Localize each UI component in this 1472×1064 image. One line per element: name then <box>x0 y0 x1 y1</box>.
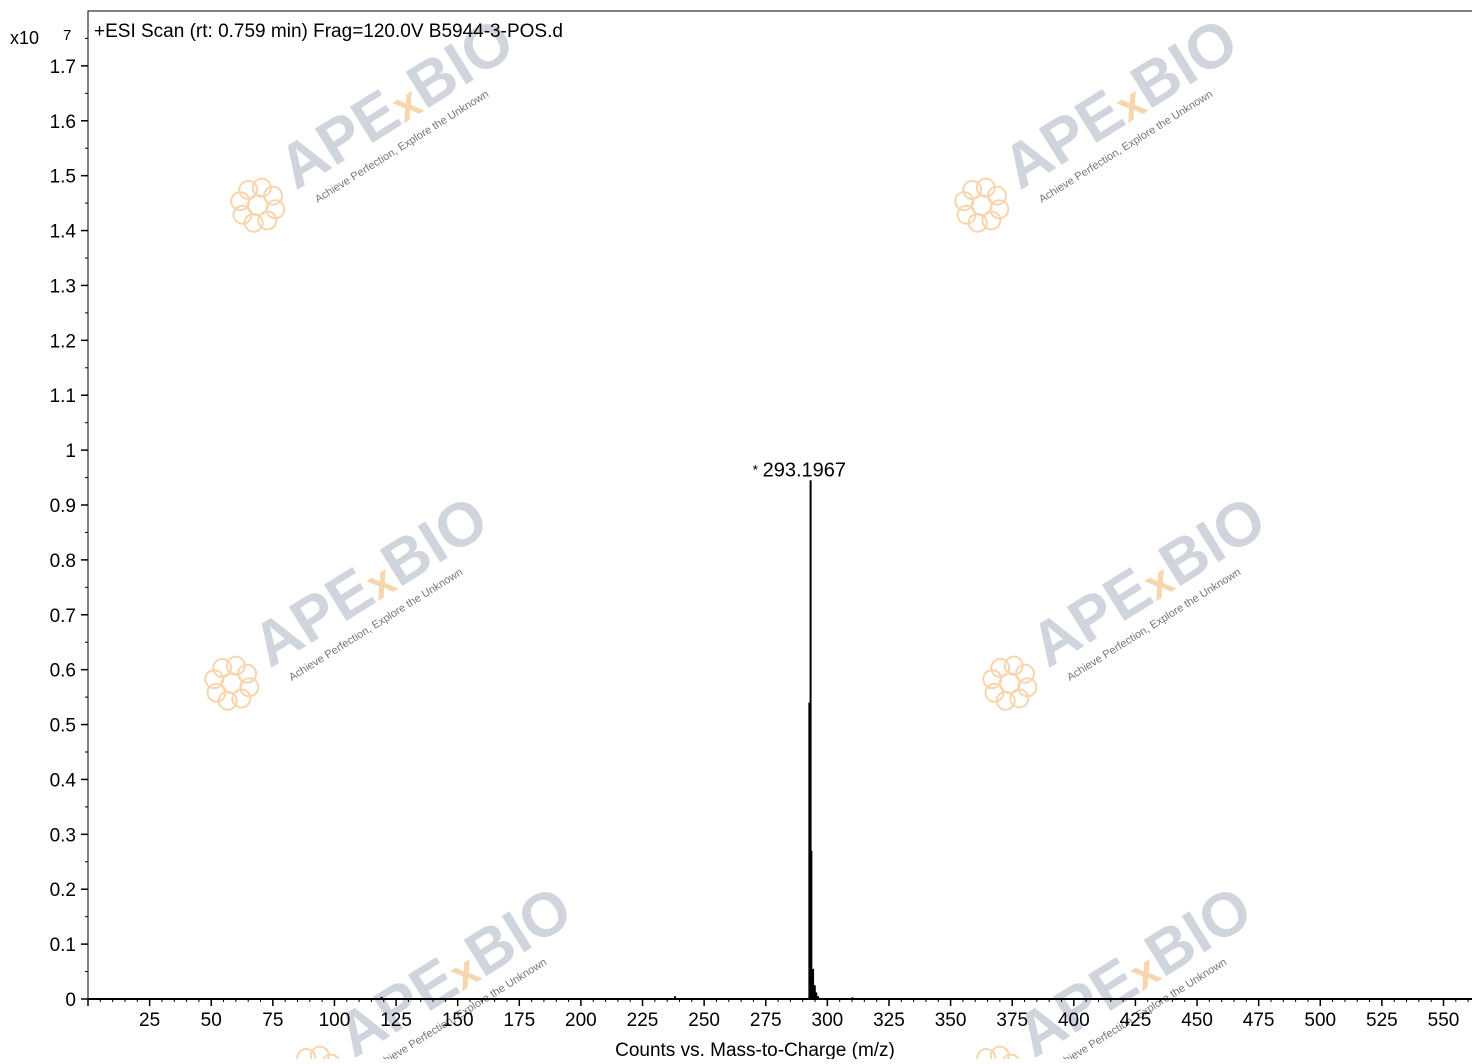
y-tick-label: 0.6 <box>50 661 76 682</box>
x-tick-label: 525 <box>1366 1010 1398 1031</box>
y-tick-label: 0.4 <box>50 770 77 791</box>
x-tick-label: 75 <box>262 1010 283 1031</box>
y-tick-label: 0.5 <box>50 716 76 737</box>
x-tick-label: 225 <box>627 1010 659 1031</box>
chart-title: +ESI Scan (rt: 0.759 min) Frag=120.0V B5… <box>94 21 563 42</box>
annotations: * 293.1967 <box>753 459 846 481</box>
x-tick-label: 50 <box>201 1010 222 1031</box>
y-tick-label: 1.6 <box>50 112 76 133</box>
x-tick-label: 150 <box>442 1010 474 1031</box>
x-tick-label: 25 <box>139 1010 160 1031</box>
y-tick-label: 0 <box>65 990 76 1011</box>
x-tick-label: 550 <box>1428 1010 1460 1031</box>
x-tick-label: 250 <box>688 1010 720 1031</box>
y-tick-label: 0.7 <box>50 606 76 627</box>
y-tick-label: 1.5 <box>50 167 76 188</box>
x-tick-label: 500 <box>1304 1010 1336 1031</box>
watermark-logo-icon <box>204 655 260 711</box>
y-tick-label: 1.2 <box>50 331 76 352</box>
x-tick-label: 350 <box>935 1010 967 1031</box>
x-axis: 25 50 75 100 125 150 175 200 225 250 275 300 325 350 3… <box>87 998 1472 1031</box>
y-tick-label: 1.3 <box>50 276 76 297</box>
y-tick-label: 1.1 <box>50 386 76 407</box>
y-multiplier-label: x10 <box>10 28 39 48</box>
watermark-brand: APExBIO <box>991 5 1250 202</box>
y-tick-label: 0.2 <box>50 880 76 901</box>
y-tick-label: 1 <box>65 441 76 462</box>
y-multiplier-exponent: 7 <box>63 27 71 44</box>
peaks-series <box>380 480 854 999</box>
x-tick-label: 325 <box>873 1010 905 1031</box>
x-tick-label: 400 <box>1058 1010 1090 1031</box>
y-tick-label: 0.8 <box>50 551 76 572</box>
y-tick-label: 0.3 <box>50 825 76 846</box>
peak-label: 293.1967 <box>763 459 846 481</box>
watermark-brand: APExBIO <box>1019 483 1278 680</box>
watermark-brand: APExBIO <box>241 483 500 680</box>
watermark-logo-icon <box>982 655 1038 711</box>
y-tick-label: 0.9 <box>50 496 76 517</box>
y-tick-label: 1.7 <box>50 57 76 78</box>
y-axis: 0 0.1 0.2 0.3 0.4 0.5 0.6 0.7 0.8 0.9 1 1.1 1.2 1.3 1.… <box>50 37 88 1011</box>
x-tick-label: 100 <box>319 1010 351 1031</box>
x-axis-label: Counts vs. Mass-to-Charge (m/z) <box>615 1040 895 1059</box>
x-tick-label: 200 <box>565 1010 597 1031</box>
x-tick-label: 300 <box>812 1010 844 1031</box>
x-tick-label: 175 <box>503 1010 535 1031</box>
x-tick-label: 475 <box>1243 1010 1275 1031</box>
x-tick-label: 125 <box>380 1010 412 1031</box>
x-tick-label: 425 <box>1120 1010 1152 1031</box>
x-tick-label: 275 <box>750 1010 782 1031</box>
watermark-logo-icon <box>954 177 1010 233</box>
x-tick-label: 375 <box>996 1010 1028 1031</box>
y-tick-label: 0.1 <box>50 935 76 956</box>
x-tick-label: 450 <box>1181 1010 1213 1031</box>
watermark-logo-icon <box>230 177 286 233</box>
peak-marker-icon: * <box>753 461 759 477</box>
y-tick-label: 1.4 <box>50 222 77 243</box>
